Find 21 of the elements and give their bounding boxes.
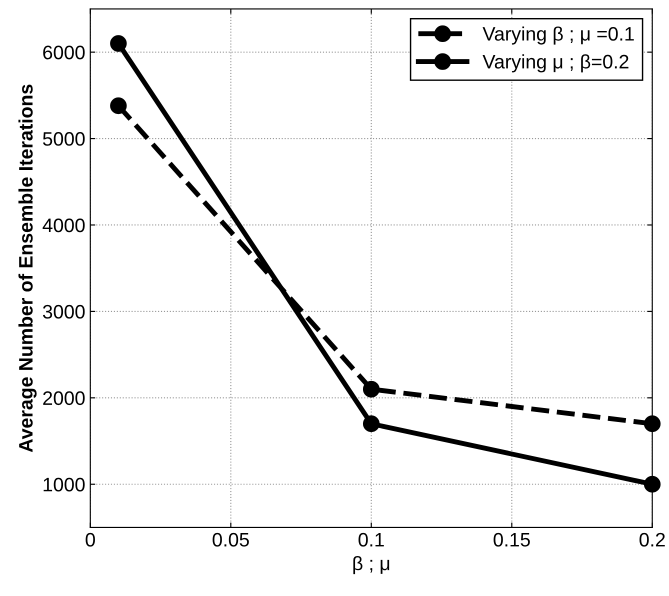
x-tick-label: 0.2 bbox=[640, 532, 665, 547]
y-tick-label: 2000 bbox=[43, 391, 85, 406]
point bbox=[644, 415, 661, 432]
y-tick-label: 5000 bbox=[42, 132, 85, 146]
point bbox=[644, 476, 661, 493]
x-tick-label: 0 bbox=[86, 532, 95, 547]
point bbox=[362, 380, 380, 398]
y-axis-title: Average Number of Ensemble Iterations bbox=[18, 84, 37, 452]
legend-label: Varying β ; μ =0.1 bbox=[482, 26, 634, 45]
x-tick-label: 0.15 bbox=[494, 532, 530, 547]
y-tick-label: 1000 bbox=[44, 478, 85, 492]
x-tick-label: 0.05 bbox=[212, 532, 249, 547]
x-tick-label: 0.1 bbox=[358, 532, 384, 547]
y-tick-label: 3000 bbox=[42, 304, 85, 319]
point bbox=[362, 415, 380, 432]
x-axis-title: β ; μ bbox=[353, 556, 390, 574]
legend-label: Varying μ ; β=0.2 bbox=[482, 54, 628, 72]
y-tick-label: 4000 bbox=[42, 218, 85, 232]
point bbox=[110, 35, 127, 52]
y-tick-label: 6000 bbox=[43, 46, 85, 60]
point bbox=[110, 97, 127, 114]
